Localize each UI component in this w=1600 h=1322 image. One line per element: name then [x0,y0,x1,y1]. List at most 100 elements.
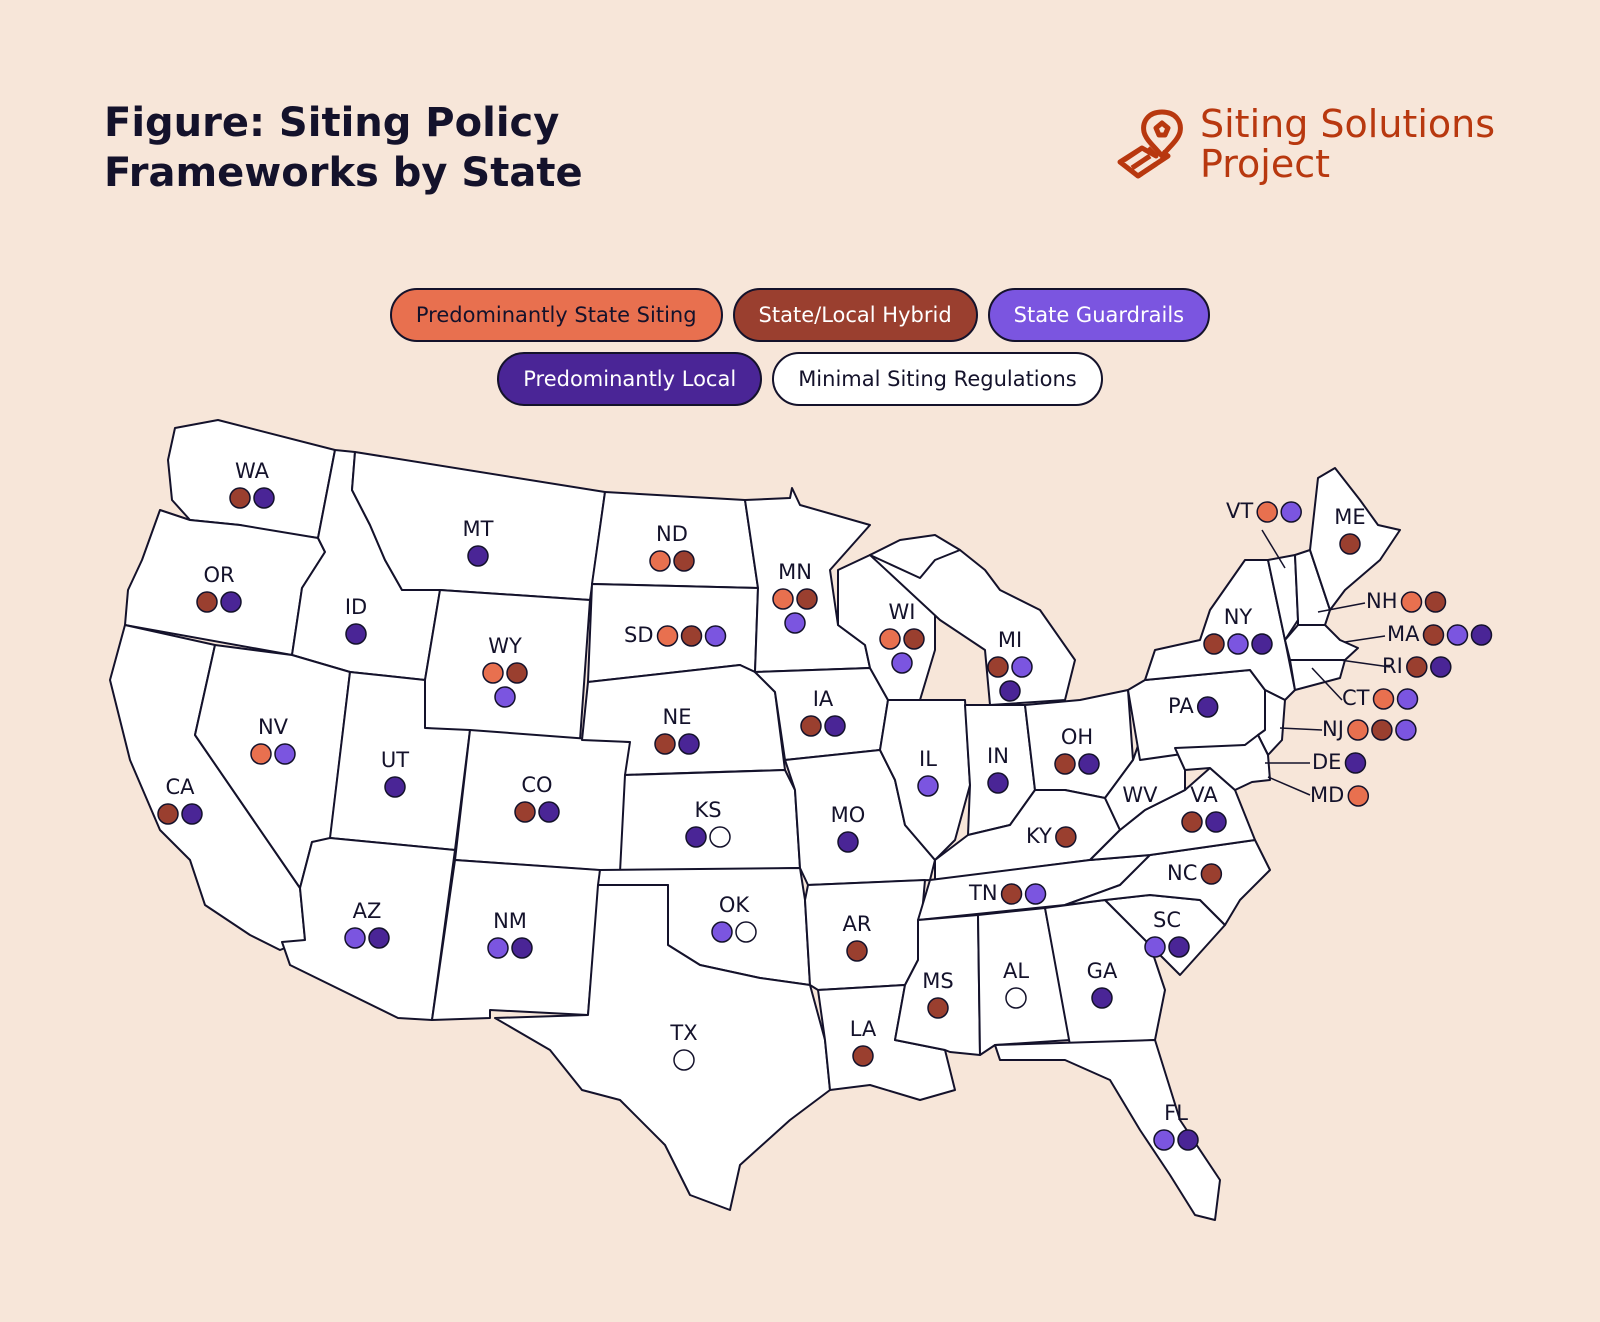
leader-md [1267,776,1311,796]
policy-dot-or-hybrid [196,591,218,613]
state-label-il: IL [919,747,937,771]
policy-dot-sd-guard [704,625,727,647]
state-label-ia: IA [813,687,834,711]
policy-dot-ks-minimal [709,826,731,848]
policy-dot-mi-local [999,680,1021,702]
legend-row-2: Predominantly Local Minimal Siting Regul… [0,352,1600,406]
policy-dot-mn-state [772,588,794,610]
policy-dot-ne-hybrid [654,733,676,755]
state-label-tx: TX [669,1021,697,1045]
policy-dot-de-local [1344,752,1367,774]
legend-pill-minimal: Minimal Siting Regulations [772,352,1103,406]
state-labels: WA OR CA ID NV MT WY UT AZ CO NM ND SD NE KS OK TX MN IA MO… [157,459,1493,1151]
state-label-ok: OK [719,893,751,917]
policy-dot-al-minimal [1005,987,1027,1009]
state-label-wy: WY [488,634,522,658]
policy-dot-ct-guard [1396,688,1419,710]
state-shape-ma [1284,624,1359,661]
legend: Predominantly State Siting State/Local H… [0,288,1600,416]
policy-dot-vt-guard [1280,501,1302,523]
state-label-nj: NJ [1322,717,1344,741]
state-shapes [109,419,1401,1221]
policy-dot-ma-local [1470,624,1493,646]
policy-dot-co-hybrid [514,801,536,823]
state-label-ar: AR [843,912,872,936]
policy-dot-wa-local [253,487,275,509]
state-shape-wy [424,589,591,741]
policy-dot-ms-hybrid [927,997,949,1019]
state-label-ct: CT [1342,686,1370,710]
policy-dot-nv-state [250,743,272,765]
state-label-ga: GA [1087,959,1118,983]
state-label-tn: TN [968,881,998,905]
legend-pill-state: Predominantly State Siting [389,288,723,342]
state-label-or: OR [203,563,234,587]
policy-dot-co-local [538,801,560,823]
policy-dot-ny-hybrid [1203,633,1225,655]
policy-dot-wi-hybrid [903,628,925,650]
policy-dot-wy-guard [494,686,516,708]
state-label-nv: NV [258,715,289,739]
policy-dot-ca-hybrid [157,803,179,825]
policy-dot-me-hybrid [1339,533,1361,555]
policy-dot-mi-guard [1011,656,1033,678]
policy-dot-wy-state [482,662,504,684]
state-label-nd: ND [656,522,688,546]
policy-dot-az-local [368,927,390,949]
policy-dot-sc-guard [1144,936,1166,958]
policy-dot-oh-hybrid [1054,753,1076,775]
policy-dot-mo-local [837,831,859,853]
policy-dot-ia-hybrid [800,715,822,737]
state-label-ma: MA [1387,622,1420,646]
policy-dot-nh-state [1400,591,1423,613]
state-label-in: IN [987,744,1009,768]
policy-dot-in-local [987,772,1009,794]
policy-dot-nh-hybrid [1424,591,1447,613]
policy-dot-ny-guard [1227,633,1249,655]
policy-dot-oh-local [1078,753,1100,775]
policy-dot-az-guard [344,927,366,949]
policy-dot-sd-state [656,625,679,647]
policy-dot-va-local [1205,811,1227,833]
state-shape-az [281,837,456,1021]
state-label-pa: PA [1168,694,1194,718]
policy-dot-nm-guard [487,937,509,959]
state-label-ne: NE [663,705,692,729]
policy-dot-tx-minimal [673,1049,695,1071]
state-label-sd: SD [624,623,654,647]
state-shape-al [977,907,1071,1056]
state-label-nm: NM [493,909,527,933]
policy-dot-fl-local [1177,1129,1199,1151]
leader-lines [1261,529,1391,796]
leader-nh [1317,602,1366,613]
brand-logo-block: Siting Solutions Project [1112,104,1495,184]
policy-dot-mn-hybrid [796,588,818,610]
state-label-mt: MT [463,517,494,541]
state-label-mo: MO [831,803,866,827]
state-label-me: ME [1334,505,1365,529]
state-shape-mi-up [869,534,961,579]
policy-dot-ma-guard [1446,624,1469,646]
map-pin-logo-icon [1117,109,1183,179]
policy-dot-va-hybrid [1181,811,1203,833]
state-label-wv: WV [1122,783,1158,807]
policy-dot-wy-hybrid [506,662,528,684]
state-label-id: ID [345,595,367,619]
leader-ct [1311,667,1343,701]
policy-dot-ut-local [384,776,406,798]
policy-dot-ky-hybrid [1055,826,1077,848]
state-label-mn: MN [778,560,812,584]
policy-dot-nj-hybrid [1371,719,1393,741]
state-label-oh: OH [1061,725,1093,749]
legend-pill-hybrid: State/Local Hybrid [732,288,978,342]
policy-dot-wa-hybrid [229,487,251,509]
state-label-nh: NH [1366,589,1398,613]
policy-dot-ga-local [1091,987,1113,1009]
legend-row-1: Predominantly State Siting State/Local H… [0,288,1600,342]
policy-dot-nd-hybrid [673,550,695,572]
policy-dot-md-state [1347,785,1370,807]
leader-ri [1339,659,1391,668]
policy-dot-la-hybrid [852,1045,874,1067]
policy-dot-ar-hybrid [846,940,868,962]
legend-label: Minimal Siting Regulations [798,367,1077,391]
